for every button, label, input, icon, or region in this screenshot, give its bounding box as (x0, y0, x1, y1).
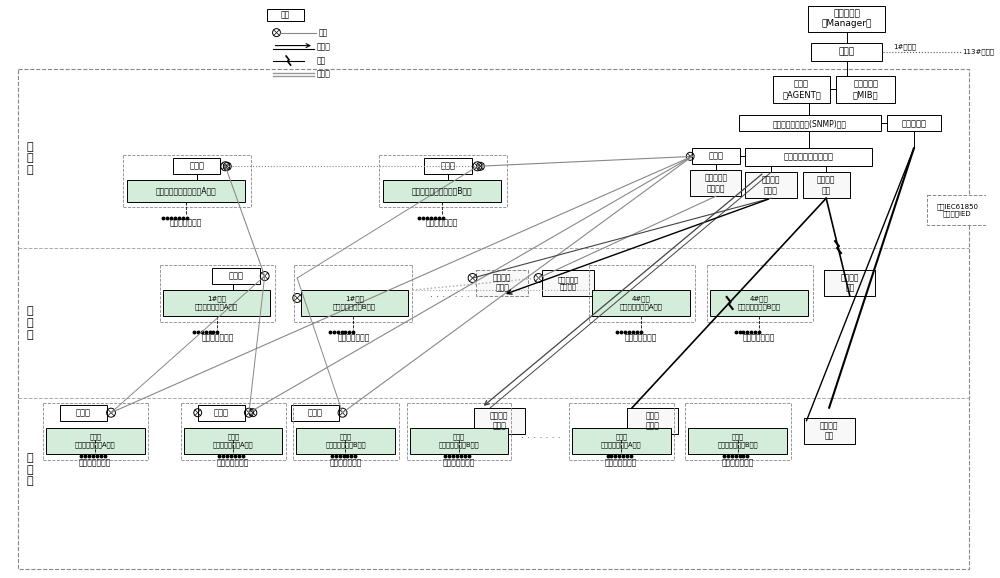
Text: 1#间隔
网络通信装置（A网）: 1#间隔 网络通信装置（A网） (195, 296, 238, 310)
Text: 113#变电站: 113#变电站 (962, 49, 994, 55)
Text: 可见光通
信装置: 可见光通 信装置 (493, 273, 511, 292)
Bar (212, 268, 260, 284)
Bar (739, 116, 881, 131)
Bar (296, 428, 395, 454)
Text: 电力线载波
通信装置: 电力线载波 通信装置 (557, 276, 579, 290)
Text: 连接过程层设备: 连接过程层设备 (79, 458, 111, 468)
Bar (803, 172, 850, 198)
Bar (410, 428, 508, 454)
Text: 可见光通
信装置: 可见光通 信装置 (490, 411, 508, 431)
Text: 连接站控层设备: 连接站控层设备 (426, 218, 458, 227)
Text: 电力线: 电力线 (317, 69, 331, 78)
Bar (127, 180, 245, 202)
Text: · · · · · · ·: · · · · · · · (430, 292, 470, 302)
Bar (572, 428, 671, 454)
Text: 可见光: 可见光 (317, 42, 331, 51)
Text: 1#间隔
网络通信装置（B网）: 1#间隔 网络通信装置（B网） (333, 296, 376, 310)
Bar (811, 43, 882, 61)
Bar (46, 428, 145, 454)
Bar (383, 180, 501, 202)
Text: 光纤: 光纤 (319, 28, 328, 37)
Bar (692, 149, 740, 164)
Text: 站
控
层: 站 控 层 (27, 142, 34, 175)
Bar (184, 428, 282, 454)
Bar (927, 195, 988, 225)
Text: 光端机: 光端机 (76, 408, 91, 417)
Bar (887, 116, 941, 131)
Bar (808, 6, 885, 32)
Text: 简单网络管理协议(SNMP)接口: 简单网络管理协议(SNMP)接口 (773, 119, 847, 128)
Text: 过程层
网络通信装置（A网）: 过程层 网络通信装置（A网） (601, 434, 642, 448)
Text: 无线通信
装置: 无线通信 装置 (820, 421, 838, 440)
Text: 连接过程层设备: 连接过程层设备 (443, 458, 475, 468)
Bar (291, 405, 339, 421)
Text: 光端机: 光端机 (229, 272, 244, 280)
Text: 站控层网络通信装置（A网）: 站控层网络通信装置（A网） (156, 187, 216, 196)
Bar (710, 290, 808, 316)
Text: 光端机: 光端机 (307, 408, 322, 417)
Text: 过程层
网络通信装置（A网）: 过程层 网络通信装置（A网） (213, 434, 253, 448)
Text: 远程管理者
（Manager）: 远程管理者 （Manager） (822, 9, 872, 28)
Text: 4#间隔
网络通信装置（A网）: 4#间隔 网络通信装置（A网） (620, 296, 663, 310)
Text: 间
隔
层: 间 隔 层 (27, 306, 34, 339)
Text: 过程层
网络通信装置（B网）: 过程层 网络通信装置（B网） (717, 434, 758, 448)
Text: 过程层
网络通信装置（A网）: 过程层 网络通信装置（A网） (75, 434, 116, 448)
Text: 无线通信
装置: 无线通信 装置 (841, 273, 859, 292)
Bar (804, 418, 855, 444)
Text: 连接间隔层设备: 连接间隔层设备 (625, 333, 657, 342)
Bar (424, 158, 472, 175)
Bar (745, 172, 797, 198)
Text: 连接过程层设备: 连接过程层设备 (605, 458, 637, 468)
Bar (198, 405, 245, 421)
Bar (627, 407, 678, 434)
Text: 无线通
信装置: 无线通 信装置 (646, 411, 660, 431)
Text: 可见光通
信装置: 可见光通 信装置 (762, 176, 780, 195)
Text: 连接过程层设备: 连接过程层设备 (217, 458, 249, 468)
Bar (542, 270, 594, 296)
Bar (60, 405, 107, 421)
Text: 连接间隔层设备: 连接间隔层设备 (743, 333, 775, 342)
Bar (773, 76, 830, 103)
Text: 站控层网络通信装置（B网）: 站控层网络通信装置（B网） (412, 187, 472, 196)
Bar (592, 290, 690, 316)
Text: 1#变电站: 1#变电站 (893, 43, 916, 50)
Text: 符合IEC61850
协议的来IED: 符合IEC61850 协议的来IED (936, 203, 978, 217)
Bar (301, 290, 408, 316)
Bar (163, 290, 270, 316)
Text: 协议转换器: 协议转换器 (902, 119, 927, 128)
Bar (690, 171, 741, 196)
Bar (267, 9, 304, 21)
Text: 过程层
网络通信装置（B网）: 过程层 网络通信装置（B网） (439, 434, 479, 448)
Text: 连接过程层设备: 连接过程层设备 (721, 458, 754, 468)
Bar (474, 407, 525, 434)
Bar (824, 270, 875, 296)
Bar (745, 149, 872, 166)
Text: 无线: 无线 (317, 56, 326, 65)
Bar (836, 76, 895, 103)
Text: · · · · · · ·: · · · · · · · (521, 433, 560, 443)
Text: 连接站控层设备: 连接站控层设备 (170, 218, 202, 227)
Text: 光端机: 光端机 (440, 162, 455, 171)
Text: 连接间隔层设备: 连接间隔层设备 (337, 333, 370, 342)
Text: 4#间隔
网络通信装置（B网）: 4#间隔 网络通信装置（B网） (738, 296, 781, 310)
Bar (476, 270, 528, 296)
Text: 变电站内集中监控装置: 变电站内集中监控装置 (783, 153, 833, 162)
Text: 图例: 图例 (281, 10, 290, 19)
Text: 代理者
（AGENT）: 代理者 （AGENT） (782, 80, 821, 99)
Text: 过程层
网络通信装置（B网）: 过程层 网络通信装置（B网） (325, 434, 366, 448)
Text: 光端机: 光端机 (708, 152, 723, 161)
Text: 连接间隔层设备: 连接间隔层设备 (201, 333, 234, 342)
Text: 数据网: 数据网 (839, 47, 855, 56)
Text: 光端机: 光端机 (214, 408, 229, 417)
Text: 过
程
层: 过 程 层 (27, 453, 34, 486)
Text: 管理信息库
（MIB）: 管理信息库 （MIB） (853, 80, 878, 99)
Text: 连接过程层设备: 连接过程层设备 (329, 458, 362, 468)
Text: 光端机: 光端机 (189, 162, 204, 171)
Bar (173, 158, 220, 175)
Bar (688, 428, 787, 454)
Text: 无线通信
装置: 无线通信 装置 (817, 176, 835, 195)
Text: 电力线载波
通信装置: 电力线载波 通信装置 (704, 173, 727, 193)
Bar (18, 69, 969, 569)
